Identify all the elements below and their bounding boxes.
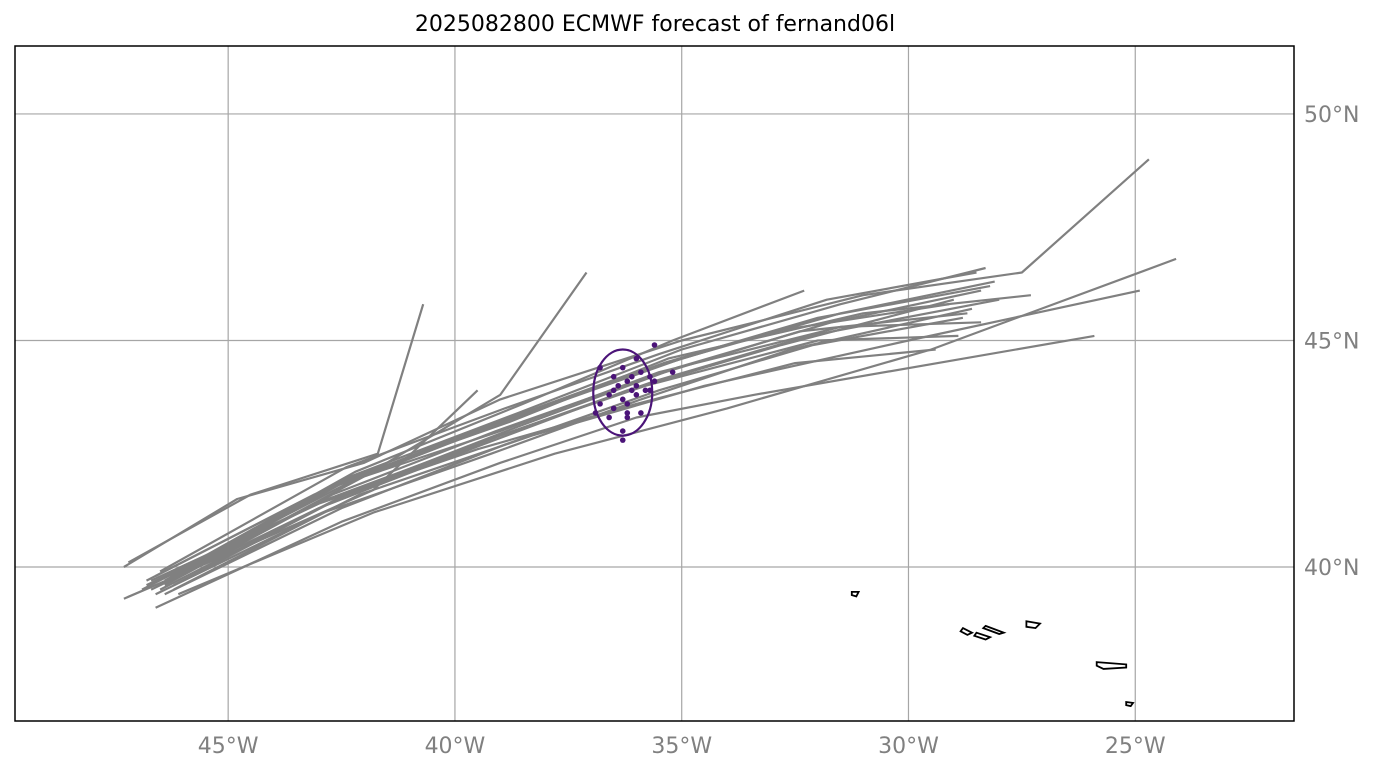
ensemble-point xyxy=(642,387,649,394)
forecast-track xyxy=(127,303,425,564)
ensemble-point xyxy=(638,410,644,416)
tick-labels: 45°W 40°W 35°W 30°W 25°W 40°N 45°N 50°N xyxy=(198,103,1360,759)
ensemble-point xyxy=(615,382,622,389)
forecast-track xyxy=(159,271,977,573)
ensemble-point xyxy=(647,373,653,380)
forecast-track xyxy=(173,289,982,587)
coastlines xyxy=(850,591,1135,708)
ensemble-positions xyxy=(592,342,676,443)
ensemble-point xyxy=(624,414,631,421)
lon-tick-label: 40°W xyxy=(425,734,486,759)
ensemble-point xyxy=(606,392,612,398)
ensemble-point xyxy=(610,405,617,412)
ensemble-point xyxy=(624,410,631,416)
forecast-track xyxy=(159,298,1000,591)
ensemble-point xyxy=(619,396,626,403)
island-sao-jorge xyxy=(981,624,1007,635)
lat-tick-label: 50°N xyxy=(1304,103,1359,128)
ensemble-point xyxy=(610,387,617,394)
ensemble-point xyxy=(633,382,640,389)
lat-tick-label: 45°N xyxy=(1304,329,1359,354)
forecast-track xyxy=(164,266,986,582)
ensemble-point xyxy=(624,378,631,385)
lon-tick-label: 35°W xyxy=(651,734,712,759)
ensemble-point xyxy=(610,373,617,380)
lat-tick-label: 40°N xyxy=(1304,556,1359,581)
ensemble-point xyxy=(619,437,626,443)
forecast-track xyxy=(145,303,950,582)
ensemble-point xyxy=(633,392,640,398)
ensemble-point xyxy=(651,342,658,348)
uncertainty-ellipse xyxy=(592,348,654,437)
forecast-track xyxy=(150,334,959,582)
ensemble-point xyxy=(619,364,626,371)
map-frame xyxy=(14,45,1295,722)
map-title: 2025082800 ECMWF forecast of fernand06l xyxy=(414,12,896,37)
island-santa-maria xyxy=(1125,700,1135,708)
lon-tick-label: 45°W xyxy=(198,734,259,759)
ensemble-point xyxy=(651,378,658,385)
ensemble-point xyxy=(638,369,644,375)
ensemble-point xyxy=(619,428,626,434)
ensemble-point xyxy=(629,387,635,394)
ensemble-point xyxy=(606,414,612,421)
island-faial xyxy=(959,626,975,636)
ensemble-point xyxy=(592,410,599,416)
forecast-track xyxy=(177,280,995,577)
forecast-track xyxy=(168,285,991,582)
lon-tick-label: 25°W xyxy=(1105,734,1166,759)
ensemble-point xyxy=(624,401,631,407)
ensemble-point xyxy=(597,401,603,407)
ensemble-point xyxy=(647,387,653,394)
forecast-tracks xyxy=(123,158,1177,609)
ensemble-point xyxy=(629,373,635,380)
ensemble-point xyxy=(669,369,676,375)
island-flores xyxy=(850,591,861,598)
island-pico xyxy=(972,631,993,641)
island-sao-miguel xyxy=(1095,661,1128,670)
forecast-track xyxy=(159,321,982,587)
ensemble-point xyxy=(597,364,603,371)
island-terceira xyxy=(1025,620,1042,630)
forecast-track xyxy=(177,257,1177,596)
forecast-track xyxy=(173,289,1141,591)
lon-tick-label: 30°W xyxy=(878,734,939,759)
ensemble-point xyxy=(633,355,640,362)
forecast-track xyxy=(164,316,964,596)
